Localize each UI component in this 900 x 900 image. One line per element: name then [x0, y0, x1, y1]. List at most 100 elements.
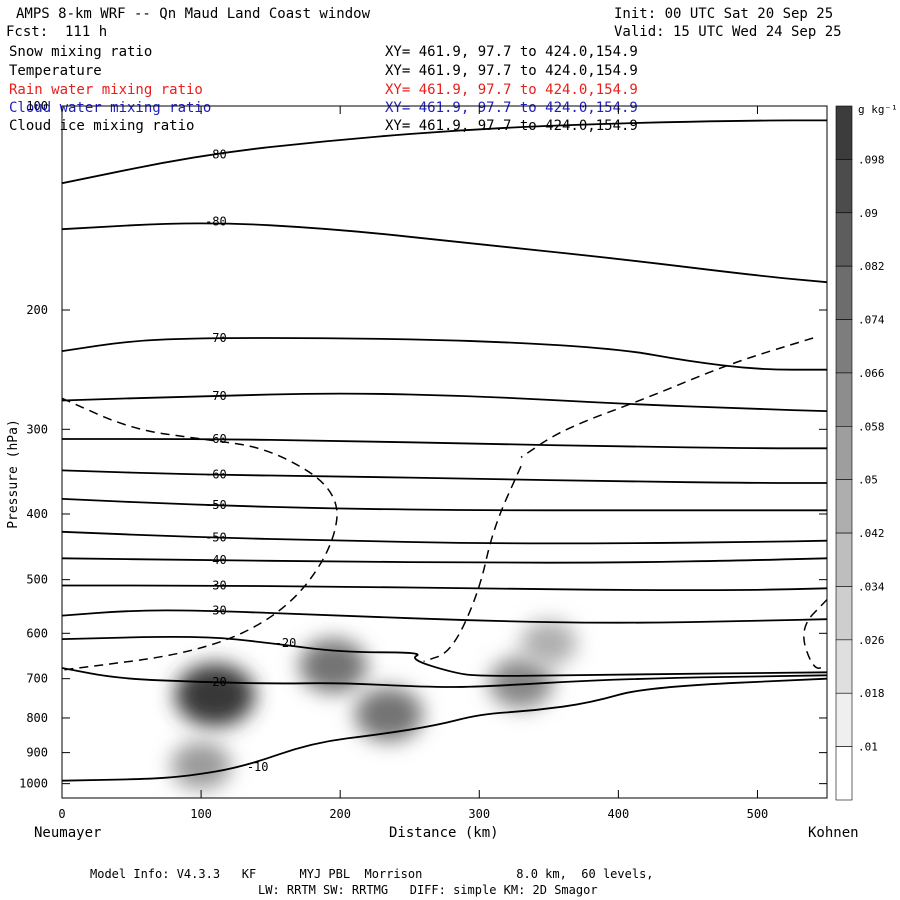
temperature-contour-5 — [62, 469, 827, 484]
temperature-contour-7 — [62, 530, 827, 545]
legend-xy-temperature: XY= 461.9, 97.7 to 424.0,154.9 — [385, 63, 638, 79]
header-title: AMPS 8-km WRF -- Qn Maud Land Coast wind… — [16, 6, 371, 22]
legend-label-temperature: Temperature — [9, 63, 102, 79]
colorbar-swatch-11 — [835, 692, 853, 747]
temperature-contour-label-4: -60 — [205, 432, 227, 446]
temperature-contour-3 — [62, 392, 827, 412]
temperature-contour-label-7: -50 — [205, 530, 227, 544]
temperature-contour-label-2: -70 — [205, 331, 227, 345]
colorbar-tick-label-10: .018 — [858, 687, 885, 700]
temperature-contour-label-11: -20 — [275, 636, 297, 650]
cloud-ice-contour-3 — [803, 599, 827, 669]
snow-shade-blob-3 — [489, 657, 553, 709]
snow-shade-blob-4 — [520, 620, 577, 666]
plot-frame — [61, 105, 828, 799]
forecast-hour: Fcst: 111 h — [6, 24, 108, 40]
temperature-contour-8 — [62, 557, 827, 564]
temperature-contour-10 — [62, 609, 827, 624]
temperature-contour-label-13: -10 — [247, 760, 269, 774]
temperature-contour-label-5: -60 — [205, 468, 227, 482]
colorbar-swatch-10 — [835, 639, 853, 694]
y-tick-label-400: 400 — [26, 507, 48, 521]
colorbar-tick-label-7: .042 — [858, 527, 885, 540]
temperature-contour-12 — [62, 667, 827, 688]
x-tick-label-300: 300 — [468, 807, 490, 821]
endpoint-left: Neumayer — [34, 825, 102, 841]
temperature-contour-label-3: -70 — [205, 389, 227, 403]
axis-layer: 0 100 200 300 400 500 100 200 300 400 500 600 700 800… — [19, 99, 827, 821]
temperature-contour-2 — [62, 337, 827, 371]
temperature-contour-label-9: -30 — [205, 578, 227, 592]
footer-model-info: Model Info: V4.3.3 KF MYJ PBL Morrison 8… — [90, 867, 654, 881]
init-time: Init: 00 UTC Sat 20 Sep 25 — [614, 6, 834, 22]
temperature-contour-11 — [62, 635, 827, 677]
colorbar-swatch-12 — [835, 746, 853, 801]
colorbar-unit: g kg⁻¹ — [858, 103, 898, 116]
snow-shading-layer — [171, 620, 577, 790]
x-tick-label-0: 0 — [58, 807, 65, 821]
legend-xy-cloud-water: XY= 461.9, 97.7 to 424.0,154.9 — [385, 100, 638, 116]
y-tick-label-1000: 1000 — [19, 777, 48, 791]
temperature-contour-1 — [62, 222, 827, 284]
colorbar-swatch-5 — [835, 372, 853, 427]
y-tick-label-500: 500 — [26, 573, 48, 587]
colorbar-swatch-4 — [835, 319, 853, 374]
snow-shade-blob-2 — [354, 687, 423, 742]
legend-label-rain: Rain water mixing ratio — [9, 82, 203, 98]
colorbar: .098 .09 .082 .074 .066 .058 .05 .042 .034 .026 .0… — [835, 105, 885, 801]
legend-xy-cloud-ice: XY= 461.9, 97.7 to 424.0,154.9 — [385, 118, 638, 134]
colorbar-swatch-6 — [835, 426, 853, 480]
valid-time: Valid: 15 UTC Wed 24 Sep 25 — [614, 24, 842, 40]
x-tick-label-200: 200 — [329, 807, 351, 821]
snow-shade-blob-0 — [175, 663, 255, 727]
colorbar-swatch-2 — [835, 212, 853, 267]
y-tick-label-200: 200 — [26, 303, 48, 317]
cloud-ice-contour-2 — [520, 337, 814, 459]
y-tick-label-100: 100 — [26, 99, 48, 113]
colorbar-tick-label-4: .066 — [858, 367, 885, 380]
snow-shade-blob-5 — [171, 741, 232, 790]
temperature-contour-label-8: -40 — [205, 553, 227, 567]
y-tick-label-600: 600 — [26, 626, 48, 640]
temperature-contour-9 — [62, 584, 827, 592]
temperature-contour-label-12: -20 — [205, 675, 227, 689]
legend-label-cloud-ice: Cloud ice mixing ratio — [9, 118, 195, 134]
colorbar-tick-label-3: .074 — [858, 314, 885, 327]
cloud-ice-contour-0 — [62, 397, 338, 671]
x-axis-label: Distance (km) — [389, 825, 499, 841]
y-tick-label-700: 700 — [26, 672, 48, 686]
cloud-ice-contour-1 — [423, 465, 522, 663]
y-axis-label: Pressure (hPa) — [6, 419, 21, 529]
temperature-contour-label-0: -80 — [205, 148, 227, 162]
colorbar-swatch-0 — [835, 105, 853, 160]
temperature-contour-13 — [62, 677, 827, 782]
legend-label-snow: Snow mixing ratio — [9, 44, 153, 60]
temperature-contour-label-6: -50 — [205, 498, 227, 512]
colorbar-tick-label-8: .034 — [858, 580, 885, 593]
temperature-contour-label-1: -80 — [205, 214, 227, 228]
legend-xy-snow: XY= 461.9, 97.7 to 424.0,154.9 — [385, 44, 638, 60]
contour-layer: -80 -80 -70 -70 -60 -60 -50 -50 -40 -30 -30 -20 -20 -… — [62, 119, 827, 782]
y-tick-label-900: 900 — [26, 746, 48, 760]
temperature-contour-0 — [62, 119, 827, 185]
colorbar-tick-label-9: .026 — [858, 634, 885, 647]
colorbar-tick-label-1: .09 — [858, 207, 878, 220]
legend-xy-rain: XY= 461.9, 97.7 to 424.0,154.9 — [385, 82, 638, 98]
temperature-contour-4 — [62, 438, 827, 450]
colorbar-swatch-7 — [835, 479, 853, 534]
y-tick-label-300: 300 — [26, 422, 48, 436]
colorbar-swatch-1 — [835, 159, 853, 214]
colorbar-tick-label-2: .082 — [858, 260, 885, 273]
colorbar-swatch-8 — [835, 532, 853, 587]
colorbar-tick-label-0: .098 — [858, 153, 885, 166]
colorbar-swatch-3 — [835, 265, 853, 320]
colorbar-tick-label-5: .058 — [858, 420, 885, 433]
legend-label-cloud-water: Cloud water mixing ratio — [9, 100, 212, 116]
x-tick-label-100: 100 — [190, 807, 212, 821]
temperature-contour-6 — [62, 498, 827, 512]
colorbar-swatch-9 — [835, 586, 853, 641]
temperature-contour-label-10: -30 — [205, 603, 227, 617]
colorbar-tick-label-6: .05 — [858, 474, 878, 487]
y-tick-label-800: 800 — [26, 711, 48, 725]
